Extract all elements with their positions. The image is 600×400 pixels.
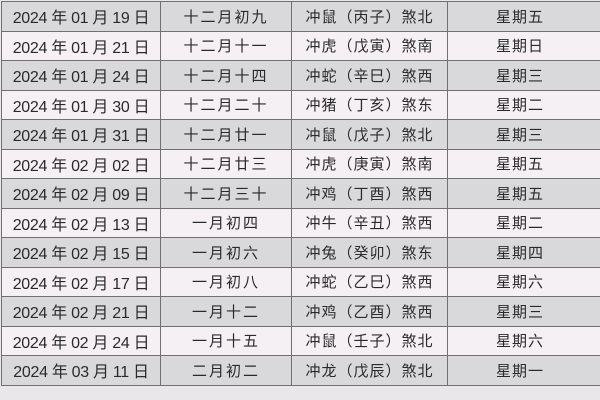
clash-cell: 冲虎（戊寅）煞南 bbox=[291, 30, 448, 61]
date-cell: 2024 年 02 月 17 日 bbox=[1, 266, 161, 297]
clash-cell: 冲鸡（丁酉）煞西 bbox=[291, 178, 448, 209]
table-row: 2024 年 01 月 19 日十二月初九 冲鼠（丙子）煞北 星期五 bbox=[1, 1, 600, 32]
weekday-cell: 星期三 bbox=[447, 60, 600, 91]
table-row: 2024 年 01 月 21 日十二月十一 冲虎（戊寅）煞南 星期日 bbox=[1, 30, 600, 61]
clash-cell: 冲猪（丁亥）煞东 bbox=[291, 89, 448, 120]
weekday-cell: 星期五 bbox=[447, 178, 600, 209]
weekday-cell: 星期五 bbox=[447, 148, 600, 179]
lunar-date-cell: 十二月初九 bbox=[160, 1, 292, 32]
date-cell: 2024 年 01 月 24 日 bbox=[1, 60, 161, 91]
table-row: 2024 年 01 月 24 日十二月十四 冲蛇（辛巳）煞西 星期三 bbox=[1, 60, 600, 91]
table-row: 2024 年 03 月 11 日二月初二 冲龙（戊辰）煞北 星期一 bbox=[1, 355, 600, 386]
date-cell: 2024 年 01 月 31 日 bbox=[1, 119, 161, 150]
lunar-date-cell: 一月十五 bbox=[160, 325, 292, 356]
table-row: 2024 年 02 月 09 日十二月三十 冲鸡（丁酉）煞西 星期五 bbox=[1, 178, 600, 209]
weekday-cell: 星期二 bbox=[447, 89, 600, 120]
table-row: 2024 年 02 月 13 日一月初四 冲牛（辛丑）煞西 星期二 bbox=[1, 207, 600, 238]
date-cell: 2024 年 01 月 21 日 bbox=[1, 30, 161, 61]
weekday-cell: 星期三 bbox=[447, 119, 600, 150]
clash-cell: 冲蛇（辛巳）煞西 bbox=[291, 60, 448, 91]
date-cell: 2024 年 02 月 21 日 bbox=[1, 296, 161, 327]
date-cell: 2024 年 02 月 15 日 bbox=[1, 237, 161, 268]
weekday-cell: 星期六 bbox=[447, 325, 600, 356]
date-cell: 2024 年 02 月 13 日 bbox=[1, 207, 161, 238]
clash-cell: 冲牛（辛丑）煞西 bbox=[291, 207, 448, 238]
table-row: 2024 年 02 月 17 日一月初八 冲蛇（乙巳）煞西 星期六 bbox=[1, 266, 600, 297]
date-cell: 2024 年 02 月 09 日 bbox=[1, 178, 161, 209]
lunar-date-cell: 十二月三十 bbox=[160, 178, 292, 209]
lunar-date-cell: 十二月十一 bbox=[160, 30, 292, 61]
weekday-cell: 星期二 bbox=[447, 207, 600, 238]
lunar-date-cell: 一月初六 bbox=[160, 237, 292, 268]
lunar-date-cell: 二月初二 bbox=[160, 355, 292, 386]
weekday-cell: 星期一 bbox=[447, 355, 600, 386]
clash-cell: 冲鸡（乙酉）煞西 bbox=[291, 296, 448, 327]
date-cell: 2024 年 01 月 30 日 bbox=[1, 89, 161, 120]
clash-cell: 冲兔（癸卯）煞东 bbox=[291, 237, 448, 268]
date-cell: 2024 年 03 月 11 日 bbox=[1, 355, 161, 386]
lunar-date-cell: 十二月十四 bbox=[160, 60, 292, 91]
clash-cell: 冲龙（戊辰）煞北 bbox=[291, 355, 448, 386]
clash-cell: 冲虎（庚寅）煞南 bbox=[291, 148, 448, 179]
date-cell: 2024 年 02 月 02 日 bbox=[1, 148, 161, 179]
weekday-cell: 星期日 bbox=[447, 30, 600, 61]
clash-cell: 冲鼠（丙子）煞北 bbox=[291, 1, 448, 32]
table-row: 2024 年 02 月 02 日十二月廿三 冲虎（庚寅）煞南 星期五 bbox=[1, 148, 600, 179]
lunar-date-cell: 十二月二十 bbox=[160, 89, 292, 120]
lunar-date-cell: 一月十二 bbox=[160, 296, 292, 327]
clash-cell: 冲鼠（壬子）煞北 bbox=[291, 325, 448, 356]
weekday-cell: 星期四 bbox=[447, 237, 600, 268]
table-row: 2024 年 02 月 24 日一月十五 冲鼠（壬子）煞北 星期六 bbox=[1, 325, 600, 356]
date-cell: 2024 年 02 月 24 日 bbox=[1, 325, 161, 356]
weekday-cell: 星期三 bbox=[447, 296, 600, 327]
date-cell: 2024 年 01 月 19 日 bbox=[1, 1, 161, 32]
lunar-date-cell: 一月初八 bbox=[160, 266, 292, 297]
weekday-cell: 星期六 bbox=[447, 266, 600, 297]
clash-cell: 冲蛇（乙巳）煞西 bbox=[291, 266, 448, 297]
lunar-date-cell: 十二月廿三 bbox=[160, 148, 292, 179]
clash-cell: 冲鼠（戊子）煞北 bbox=[291, 119, 448, 150]
table-row: 2024 年 02 月 15 日一月初六 冲兔（癸卯）煞东 星期四 bbox=[1, 237, 600, 268]
date-table: 2024 年 01 月 19 日十二月初九 冲鼠（丙子）煞北 星期五 2024 年 0… bbox=[1, 1, 600, 386]
lunar-date-cell: 十二月廿一 bbox=[160, 119, 292, 150]
table-row: 2024 年 02 月 21 日一月十二 冲鸡（乙酉）煞西 星期三 bbox=[1, 296, 600, 327]
lunar-date-cell: 一月初四 bbox=[160, 207, 292, 238]
weekday-cell: 星期五 bbox=[447, 1, 600, 32]
table-row: 2024 年 01 月 31 日十二月廿一 冲鼠（戊子）煞北 星期三 bbox=[1, 119, 600, 150]
table-row: 2024 年 01 月 30 日十二月二十 冲猪（丁亥）煞东 星期二 bbox=[1, 89, 600, 120]
